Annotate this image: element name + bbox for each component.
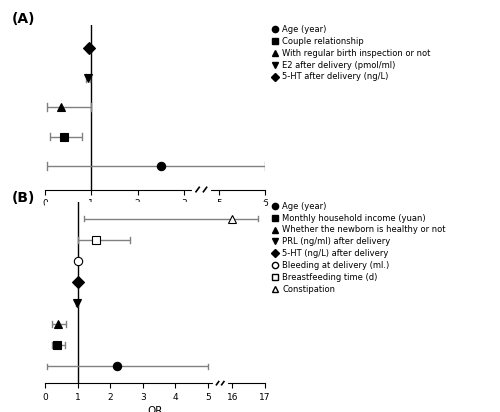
Legend: Age (year), Couple relationship, With regular birth inspection or not, E2 after : Age (year), Couple relationship, With re… bbox=[267, 21, 434, 85]
Legend: Age (year), Monthly household income (yuan), Whether the newborn is healthy or n: Age (year), Monthly household income (yu… bbox=[267, 198, 449, 297]
Text: (A): (A) bbox=[12, 12, 36, 26]
X-axis label: OR: OR bbox=[148, 213, 162, 222]
X-axis label: OR: OR bbox=[148, 406, 162, 412]
Text: (B): (B) bbox=[12, 191, 36, 205]
